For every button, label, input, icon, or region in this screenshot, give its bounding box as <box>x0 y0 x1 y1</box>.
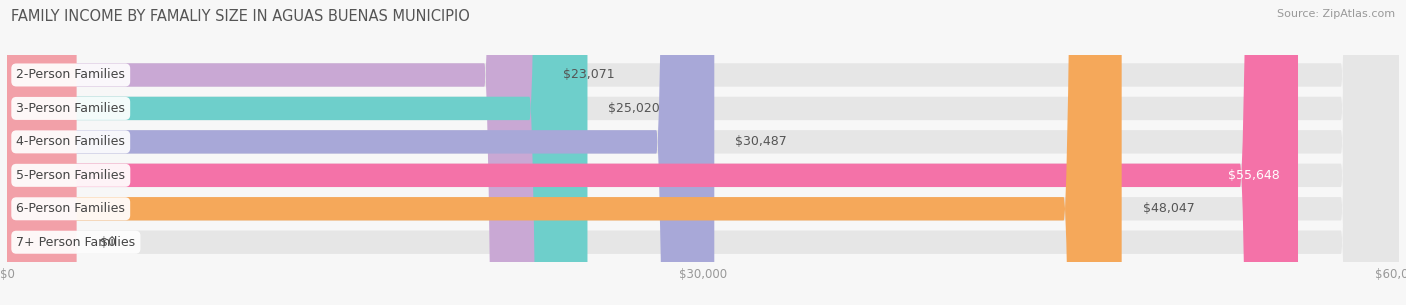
Text: $0: $0 <box>100 236 115 249</box>
Text: 7+ Person Families: 7+ Person Families <box>17 236 135 249</box>
FancyBboxPatch shape <box>7 0 77 305</box>
Text: $55,648: $55,648 <box>1227 169 1279 182</box>
FancyBboxPatch shape <box>7 0 1399 305</box>
FancyBboxPatch shape <box>7 0 1399 305</box>
Text: $30,487: $30,487 <box>735 135 787 148</box>
FancyBboxPatch shape <box>7 0 1399 305</box>
Text: 4-Person Families: 4-Person Families <box>17 135 125 148</box>
Text: $25,020: $25,020 <box>609 102 659 115</box>
FancyBboxPatch shape <box>7 0 1298 305</box>
Text: 5-Person Families: 5-Person Families <box>17 169 125 182</box>
FancyBboxPatch shape <box>7 0 1399 305</box>
FancyBboxPatch shape <box>7 0 1399 305</box>
Text: Source: ZipAtlas.com: Source: ZipAtlas.com <box>1277 9 1395 19</box>
FancyBboxPatch shape <box>7 0 1399 305</box>
Text: 6-Person Families: 6-Person Families <box>17 202 125 215</box>
FancyBboxPatch shape <box>7 0 588 305</box>
Text: 2-Person Families: 2-Person Families <box>17 68 125 81</box>
Text: FAMILY INCOME BY FAMALIY SIZE IN AGUAS BUENAS MUNICIPIO: FAMILY INCOME BY FAMALIY SIZE IN AGUAS B… <box>11 9 470 24</box>
FancyBboxPatch shape <box>7 0 714 305</box>
FancyBboxPatch shape <box>7 0 1122 305</box>
FancyBboxPatch shape <box>7 0 543 305</box>
Text: 3-Person Families: 3-Person Families <box>17 102 125 115</box>
Text: $23,071: $23,071 <box>564 68 614 81</box>
Text: $48,047: $48,047 <box>1143 202 1194 215</box>
